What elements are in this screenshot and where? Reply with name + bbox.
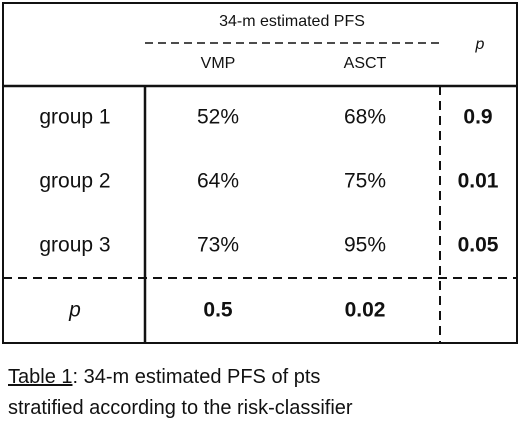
p-value: 0.01 <box>458 170 499 193</box>
caption-label: Table 1 <box>8 366 73 388</box>
cell: 64% <box>197 170 239 193</box>
cell: 73% <box>197 234 239 257</box>
table-lines <box>2 2 518 344</box>
caption-line: Table 1: 34-m estimated PFS of pts <box>8 366 320 388</box>
row-label: group 2 <box>39 170 110 193</box>
cell: 75% <box>344 170 386 193</box>
p-value: 0.9 <box>463 106 492 129</box>
caption-text: : 34-m estimated PFS of pts <box>73 366 321 388</box>
cell: 52% <box>197 106 239 129</box>
column-header: ASCT <box>344 55 387 72</box>
p-header: p <box>475 36 485 53</box>
group-header: 34-m estimated PFS <box>219 13 365 30</box>
p-row-label: p <box>68 299 81 322</box>
p-value: 0.5 <box>203 299 233 322</box>
column-header: VMP <box>201 55 236 72</box>
cell: 68% <box>344 106 386 129</box>
row-label: group 3 <box>39 234 110 257</box>
table-border <box>2 2 518 344</box>
p-value: 0.02 <box>345 299 386 322</box>
p-value: 0.05 <box>458 234 499 257</box>
row-label: group 1 <box>39 106 110 129</box>
cell: 95% <box>344 234 386 257</box>
caption-line: stratified according to the risk-classif… <box>8 397 353 419</box>
